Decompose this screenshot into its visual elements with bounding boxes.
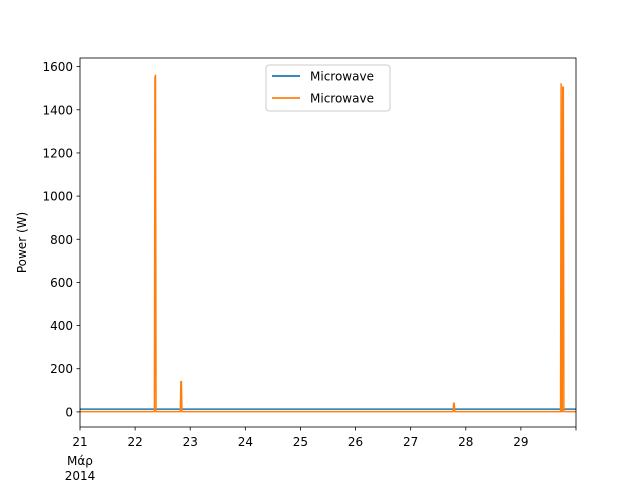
y-tick-label: 1600: [42, 60, 73, 74]
y-axis-label: Power (W): [15, 212, 29, 273]
legend-label-1: Microwave: [310, 70, 374, 84]
legend-label-2: Microwave: [310, 92, 374, 106]
plot-area: [80, 58, 576, 427]
y-tick-label: 200: [50, 362, 73, 376]
y-tick-label: 1000: [42, 190, 73, 204]
x-tick-secondary-label: 2014: [65, 469, 96, 480]
x-tick-label: 24: [238, 435, 253, 449]
x-tick-label: 26: [348, 435, 363, 449]
y-tick-label: 800: [50, 233, 73, 247]
legend: Microwave Microwave: [265, 64, 391, 112]
x-tick-label: 25: [293, 435, 308, 449]
x-tick-label: 23: [183, 435, 198, 449]
series-layer: [80, 74, 576, 413]
x-tick-label: 21: [72, 435, 87, 449]
x-tick-label: 27: [403, 435, 418, 449]
x-tick-label: 28: [458, 435, 473, 449]
series-line-2: [80, 74, 576, 413]
y-tick-label: 400: [50, 319, 73, 333]
y-axis: 0 200 400 600 800 1000 1200 1400 1600: [42, 60, 80, 419]
plot-frame: [79, 57, 577, 428]
x-tick-secondary-label: Μάρ: [67, 454, 93, 468]
y-tick-label: 1400: [42, 103, 73, 117]
x-tick-label: 29: [513, 435, 528, 449]
y-tick-label: 0: [65, 405, 73, 419]
x-tick-label: 22: [127, 435, 142, 449]
y-tick-label: 600: [50, 276, 73, 290]
y-tick-label: 1200: [42, 146, 73, 160]
